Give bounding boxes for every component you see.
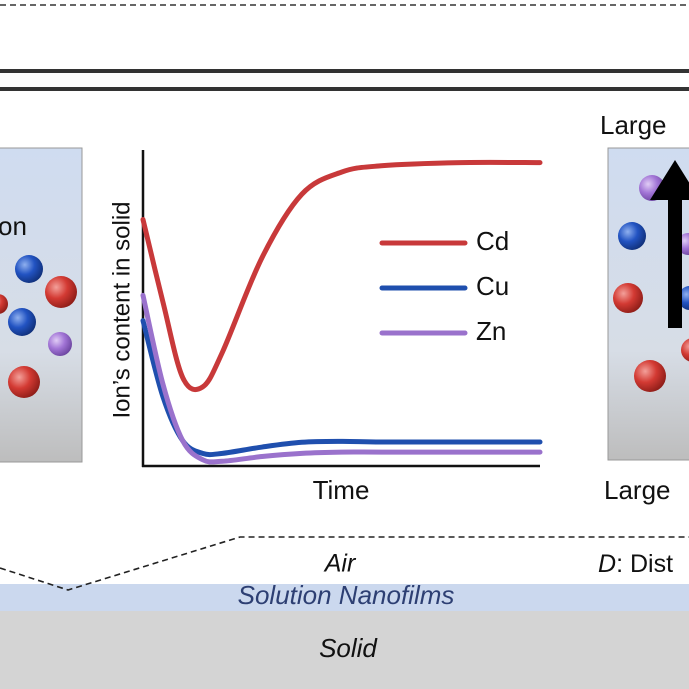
nanofilm-layer <box>0 584 689 611</box>
dist-label: D: Dist <box>598 550 673 578</box>
ions <box>0 255 77 398</box>
series-line <box>140 292 543 465</box>
solid-label: Solid <box>319 633 378 663</box>
dist-text: : Dist <box>616 550 673 578</box>
legend-label: Zn <box>476 316 506 346</box>
right-bottom-label: Large <box>604 475 671 505</box>
air-label: Air <box>323 550 357 578</box>
y-axis-label: Ion’s content in solid <box>108 201 135 418</box>
right-top-label: Large <box>600 110 667 140</box>
nanofilm-label: Solution Nanofilms <box>238 580 455 610</box>
solid-layer <box>0 611 689 689</box>
left-panel-label: on <box>0 211 27 241</box>
arrow <box>650 160 689 328</box>
legend-label: Cd <box>476 226 509 256</box>
legend-label: Cu <box>476 271 509 301</box>
dist-symbol: D <box>598 550 616 578</box>
chart: Time Ion’s content in solid Cd Cu Zn <box>108 150 543 505</box>
interface-dash <box>0 536 689 591</box>
series-line <box>140 159 543 393</box>
x-axis-label: Time <box>313 475 370 505</box>
